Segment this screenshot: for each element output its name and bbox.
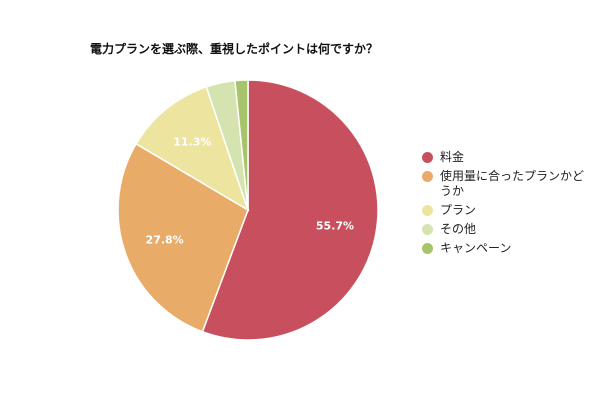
legend-label-5: キャンペーン [440, 241, 512, 255]
slice-data-label-3: 11.3% [173, 135, 211, 148]
pie-slice-3 [135, 85, 250, 212]
slice-data-label-2: 27.8% [146, 233, 184, 246]
legend-label-1: 料金 [440, 150, 465, 164]
legend-item-5: キャンペーン [422, 241, 594, 256]
legend-item-2: 使用量に合ったプランかどうか [422, 169, 594, 199]
legend: 料金使用量に合ったプランかどうかプランその他キャンペーン [422, 150, 594, 260]
legend-label-4: その他 [440, 222, 477, 236]
legend-item-4: その他 [422, 222, 594, 237]
pie-slice-5 [234, 79, 249, 211]
legend-swatch-1 [422, 152, 433, 163]
legend-item-1: 料金 [422, 150, 594, 165]
legend-label-2: 使用量に合ったプランかどうか [440, 169, 585, 198]
legend-swatch-2 [422, 171, 433, 182]
chart-title: 電力プランを選ぶ際、重視したポイントは何ですか？ [90, 42, 379, 56]
legend-item-3: プラン [422, 203, 594, 218]
legend-swatch-5 [422, 243, 433, 254]
pie-slice-1 [201, 79, 379, 341]
slice-data-label-1: 55.7% [316, 220, 354, 233]
legend-swatch-3 [422, 205, 433, 216]
legend-swatch-4 [422, 224, 433, 235]
legend-label-3: プラン [440, 203, 477, 217]
